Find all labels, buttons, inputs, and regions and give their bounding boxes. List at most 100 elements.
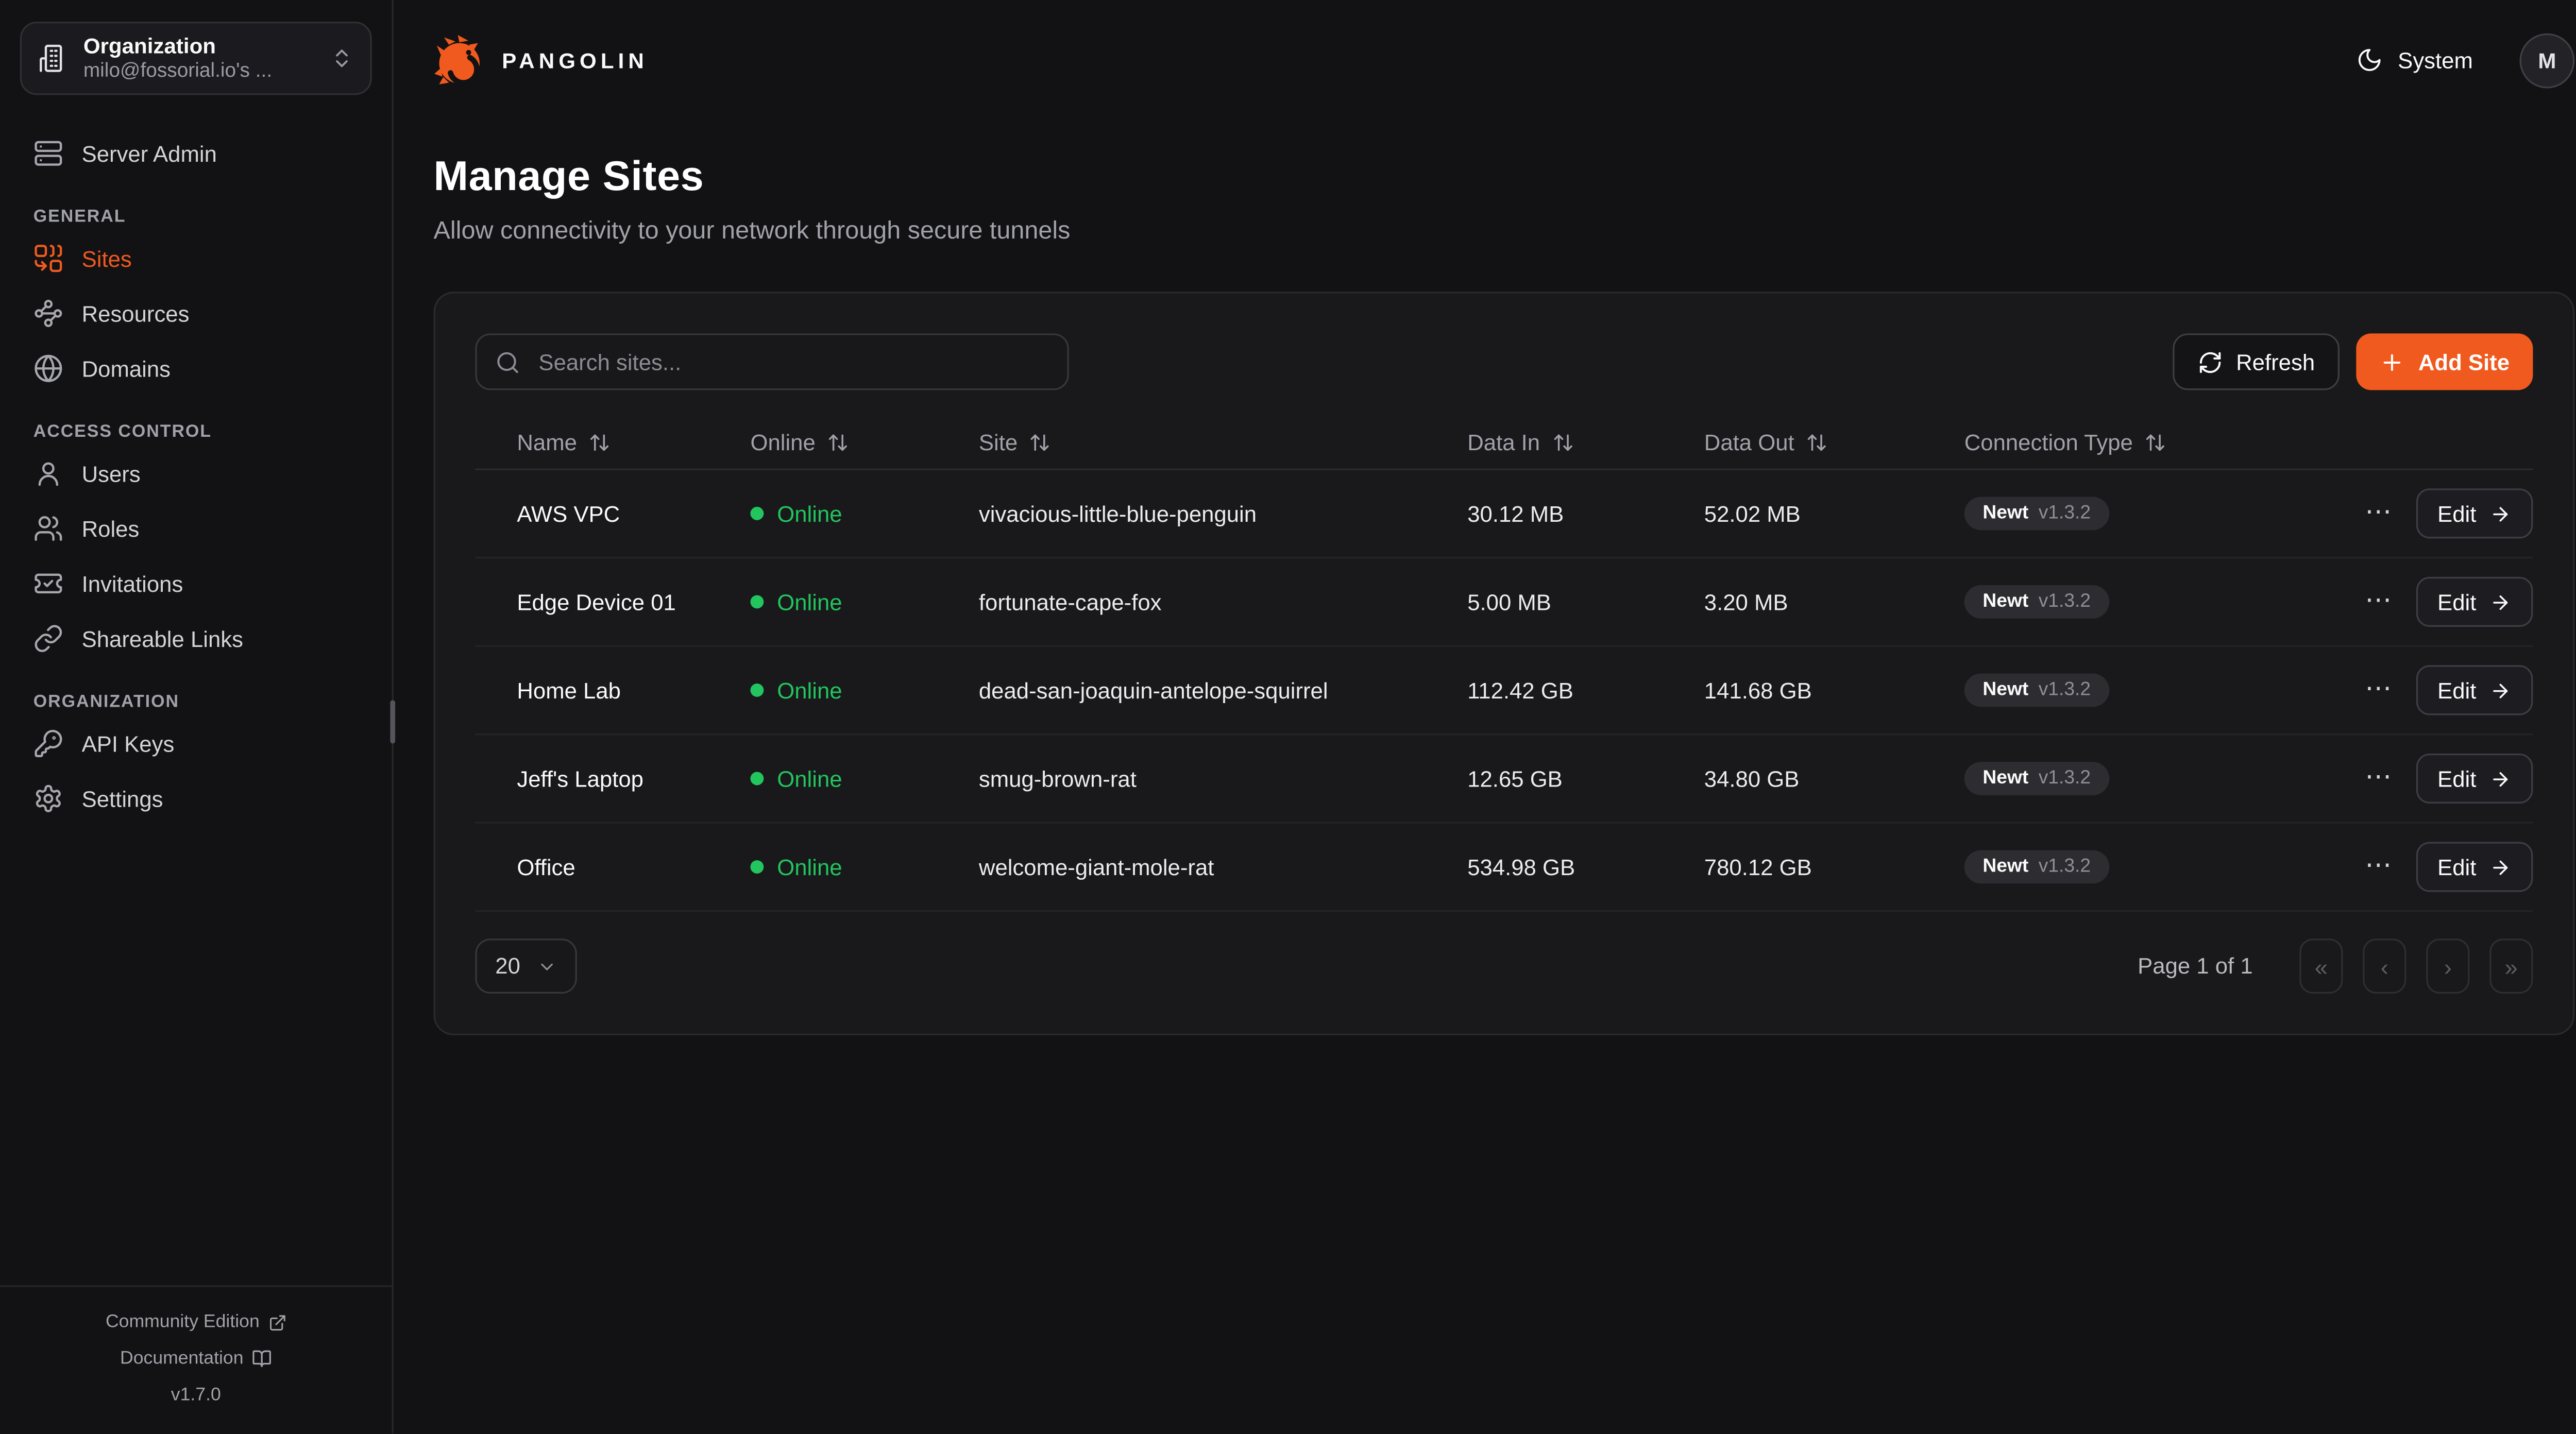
sort-icon bbox=[1029, 432, 1051, 453]
pagination-buttons: « ‹ › » bbox=[2299, 938, 2533, 994]
link-icon bbox=[33, 623, 63, 653]
sidebar-item-users[interactable]: Users bbox=[20, 450, 372, 497]
column-header-data-in[interactable]: Data In bbox=[1467, 430, 1704, 455]
connection-type-badge: Newt v1.3.2 bbox=[1964, 850, 2109, 884]
connection-type-badge: Newt v1.3.2 bbox=[1964, 497, 2109, 531]
sidebar-item-roles[interactable]: Roles bbox=[20, 505, 372, 552]
data-out-cell: 52.02 MB bbox=[1704, 501, 1801, 526]
arrow-right-icon bbox=[2489, 591, 2511, 612]
community-edition-link[interactable]: Community Edition bbox=[0, 1304, 392, 1340]
row-actions-menu-button[interactable]: ⋯ bbox=[2355, 763, 2403, 793]
sidebar-item-invitations[interactable]: Invitations bbox=[20, 560, 372, 607]
online-label: Online bbox=[777, 854, 842, 880]
client-name: Newt bbox=[1982, 769, 2029, 789]
refresh-button[interactable]: Refresh bbox=[2173, 333, 2340, 390]
page-size-select[interactable]: 20 bbox=[475, 938, 577, 994]
chevron-down-icon bbox=[537, 956, 557, 976]
globe-icon bbox=[33, 353, 63, 383]
documentation-label: Documentation bbox=[120, 1348, 244, 1369]
sites-table: Name Online Site Data In bbox=[475, 417, 2533, 912]
org-switcher[interactable]: Organization milo@fossorial.io's ... bbox=[20, 22, 372, 95]
online-dot-icon bbox=[750, 595, 764, 609]
client-version: v1.3.2 bbox=[2038, 857, 2091, 877]
avatar[interactable]: M bbox=[2519, 32, 2575, 88]
theme-toggle[interactable]: System bbox=[2346, 45, 2483, 75]
column-header-name[interactable]: Name bbox=[517, 430, 750, 455]
previous-page-button[interactable]: ‹ bbox=[2363, 938, 2406, 994]
sidebar-resize-handle[interactable] bbox=[390, 700, 396, 744]
edit-label: Edit bbox=[2437, 766, 2477, 791]
edit-button[interactable]: Edit bbox=[2415, 576, 2533, 627]
row-actions-menu-button[interactable]: ⋯ bbox=[2355, 587, 2403, 617]
edit-button[interactable]: Edit bbox=[2415, 488, 2533, 539]
client-version: v1.3.2 bbox=[2038, 769, 2091, 789]
data-in-cell: 12.65 GB bbox=[1467, 766, 1563, 791]
page-subtitle: Allow connectivity to your network throu… bbox=[433, 216, 1071, 245]
column-label: Name bbox=[517, 430, 577, 455]
sort-icon bbox=[2145, 432, 2166, 453]
moon-icon bbox=[2356, 47, 2383, 74]
sidebar-nav: Server Admin GENERAL Sites bbox=[20, 130, 372, 830]
refresh-icon bbox=[2198, 349, 2223, 374]
client-name: Newt bbox=[1982, 680, 2029, 701]
first-page-button[interactable]: « bbox=[2299, 938, 2343, 994]
search-icon bbox=[495, 349, 520, 374]
connection-type-badge: Newt v1.3.2 bbox=[1964, 673, 2109, 707]
sidebar-section-access-control: ACCESS CONTROL bbox=[33, 421, 212, 442]
building-icon bbox=[38, 43, 68, 73]
theme-toggle-label: System bbox=[2398, 47, 2473, 73]
arrow-right-icon bbox=[2489, 503, 2511, 524]
site-name-cell: AWS VPC bbox=[517, 501, 620, 526]
site-id-cell: vivacious-little-blue-penguin bbox=[978, 501, 1257, 526]
data-out-cell: 3.20 MB bbox=[1704, 589, 1788, 614]
last-page-button[interactable]: » bbox=[2489, 938, 2533, 994]
plus-icon bbox=[2380, 349, 2405, 374]
column-header-site[interactable]: Site bbox=[979, 430, 1467, 455]
pagination: Page 1 of 1 « ‹ › » bbox=[2138, 938, 2533, 994]
sidebar-item-api-keys[interactable]: API Keys bbox=[20, 720, 372, 767]
table-row: Home Lab Online dead-san-joaquin-antelop… bbox=[475, 647, 2533, 736]
edit-label: Edit bbox=[2437, 677, 2477, 703]
row-actions-menu-button[interactable]: ⋯ bbox=[2355, 675, 2403, 705]
topbar-right: System M bbox=[2346, 32, 2575, 88]
edit-button[interactable]: Edit bbox=[2415, 753, 2533, 804]
online-dot-icon bbox=[750, 506, 764, 520]
edit-button[interactable]: Edit bbox=[2415, 665, 2533, 715]
users-icon bbox=[33, 514, 63, 543]
sidebar-item-settings[interactable]: Settings bbox=[20, 775, 372, 822]
pangolin-logo-icon bbox=[434, 34, 485, 86]
data-out-cell: 141.68 GB bbox=[1704, 677, 1812, 703]
search-input[interactable] bbox=[535, 347, 1049, 376]
sidebar-item-sites[interactable]: Sites bbox=[20, 235, 372, 282]
sidebar-item-label: Domains bbox=[81, 356, 171, 381]
column-label: Data Out bbox=[1704, 430, 1794, 455]
sidebar-item-server-admin[interactable]: Server Admin bbox=[20, 130, 372, 177]
sort-icon bbox=[1806, 432, 1827, 453]
column-header-connection-type[interactable]: Connection Type bbox=[1964, 430, 2460, 455]
external-link-icon bbox=[268, 1313, 286, 1331]
add-site-button[interactable]: Add Site bbox=[2357, 333, 2533, 390]
sidebar-item-resources[interactable]: Resources bbox=[20, 290, 372, 337]
sidebar-item-shareable-links[interactable]: Shareable Links bbox=[20, 615, 372, 662]
online-dot-icon bbox=[750, 684, 764, 697]
row-actions-menu-button[interactable]: ⋯ bbox=[2355, 852, 2403, 882]
sidebar-item-domains[interactable]: Domains bbox=[20, 345, 372, 392]
table-header-row: Name Online Site Data In bbox=[475, 417, 2533, 470]
sidebar-item-label: Sites bbox=[81, 246, 132, 271]
chevrons-up-down-icon bbox=[330, 47, 353, 70]
online-status: Online bbox=[750, 678, 978, 703]
waypoints-icon bbox=[33, 298, 63, 328]
row-actions-menu-button[interactable]: ⋯ bbox=[2355, 499, 2403, 528]
column-header-online[interactable]: Online bbox=[750, 430, 978, 455]
brand: PANGOLIN bbox=[434, 34, 648, 86]
edit-button[interactable]: Edit bbox=[2415, 842, 2533, 892]
next-page-button[interactable]: › bbox=[2426, 938, 2470, 994]
table-footer: 20 Page 1 of 1 « ‹ › » bbox=[475, 938, 2533, 994]
sidebar-item-label: Users bbox=[81, 460, 141, 486]
sidebar-item-label: Invitations bbox=[81, 571, 183, 596]
column-header-data-out[interactable]: Data Out bbox=[1704, 430, 1964, 455]
client-name: Newt bbox=[1982, 591, 2029, 612]
column-label: Data In bbox=[1467, 430, 1540, 455]
add-site-label: Add Site bbox=[2418, 349, 2510, 374]
documentation-link[interactable]: Documentation bbox=[0, 1340, 392, 1377]
